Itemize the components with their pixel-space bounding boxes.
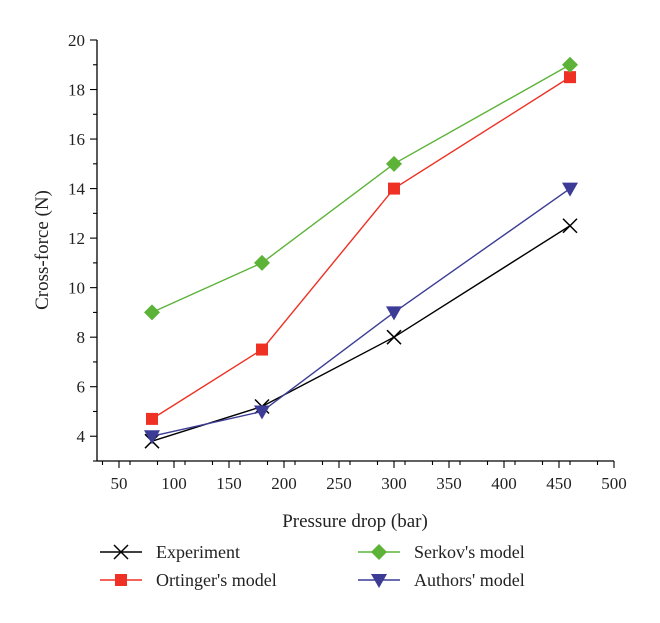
data-point-triangle-down-icon <box>386 306 402 321</box>
legend-item: Serkov's model <box>358 542 525 562</box>
x-axis-title: Pressure drop (bar) <box>282 511 428 532</box>
y-tick-label: 16 <box>68 130 85 149</box>
x-tick-label: 300 <box>381 474 407 493</box>
legend-item: Experiment <box>100 542 240 562</box>
y-tick-label: 6 <box>77 378 86 397</box>
data-point-diamond-icon <box>144 304 160 321</box>
x-tick-label: 450 <box>546 474 572 493</box>
y-tick-label: 12 <box>68 229 85 248</box>
series <box>146 71 576 425</box>
y-tick-label: 4 <box>77 427 86 446</box>
y-tick-label: 14 <box>68 180 86 199</box>
legend-item: Authors' model <box>358 570 525 590</box>
x-tick-label: 500 <box>601 474 627 493</box>
x-tick-label: 100 <box>161 474 187 493</box>
data-point-triangle-down-icon <box>144 430 160 445</box>
legend-label: Serkov's model <box>414 542 525 562</box>
series-line <box>151 76 571 420</box>
series-group <box>144 56 578 449</box>
y-axis-title: Cross-force (N) <box>32 190 53 310</box>
x-tick-label: 200 <box>271 474 297 493</box>
series <box>144 56 578 321</box>
x-icon <box>113 544 129 560</box>
diamond-icon <box>371 544 387 560</box>
x-tick-label: 400 <box>491 474 517 493</box>
y-tick-label: 10 <box>68 279 85 298</box>
data-point-triangle-down-icon <box>562 182 578 197</box>
y-tick-label: 18 <box>68 81 85 100</box>
legend-item: Ortinger's model <box>100 570 277 590</box>
data-point-square-icon <box>146 412 158 425</box>
ticks: 50 100 150 200 250 300 350 400 450 500 4 6 8 10 12 14 16… <box>68 31 627 493</box>
series-line <box>151 188 571 437</box>
data-point-x-icon <box>562 218 578 234</box>
data-point-triangle-down-icon <box>254 405 270 420</box>
series-line <box>151 64 571 314</box>
y-tick-label: 20 <box>68 31 85 50</box>
legend-label: Authors' model <box>414 570 525 590</box>
series-line <box>151 225 571 442</box>
legend-label: Experiment <box>156 542 240 562</box>
square-icon <box>115 574 127 586</box>
x-tick-label: 150 <box>216 474 242 493</box>
data-point-x-icon <box>386 329 402 345</box>
triangle-down-icon <box>371 574 387 588</box>
data-point-diamond-icon <box>386 155 402 172</box>
series <box>144 182 578 445</box>
y-tick-label: 8 <box>77 328 86 347</box>
axes <box>96 40 614 462</box>
data-point-diamond-icon <box>254 254 270 271</box>
legend-label: Ortinger's model <box>156 570 277 590</box>
series <box>144 218 578 449</box>
data-point-diamond-icon <box>562 56 578 73</box>
data-point-square-icon <box>388 182 400 195</box>
x-tick-label: 250 <box>326 474 352 493</box>
data-point-square-icon <box>256 343 268 356</box>
data-point-square-icon <box>564 71 576 84</box>
x-tick-label: 50 <box>111 474 128 493</box>
legend: Experiment Ortinger's model Serkov's model… <box>100 542 525 590</box>
x-tick-label: 350 <box>436 474 462 493</box>
